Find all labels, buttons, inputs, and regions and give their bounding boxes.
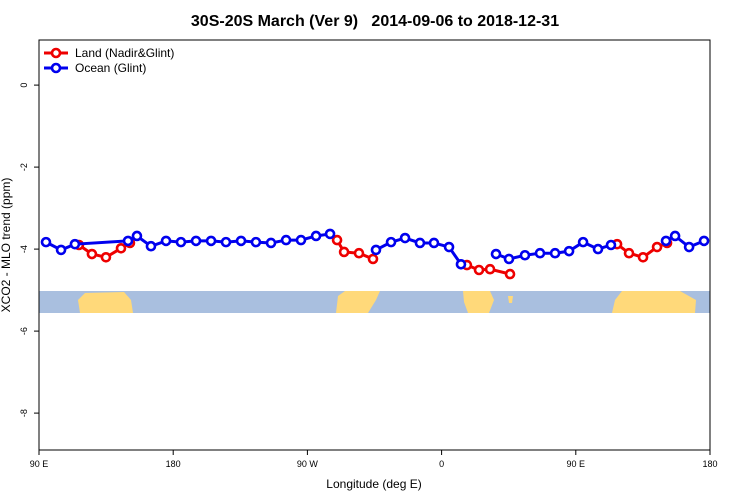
data-point (455, 258, 467, 270)
data-point (69, 238, 81, 250)
data-point (160, 235, 172, 247)
data-point (698, 235, 710, 247)
data-point (145, 240, 157, 252)
chart-title: 30S-20S March (Ver 9) 2014-09-06 to 2018… (191, 13, 559, 30)
land-shape (612, 291, 696, 313)
data-point (295, 234, 307, 246)
data-point (331, 234, 343, 246)
data-point (205, 235, 217, 247)
data-point (669, 230, 681, 242)
land-shape (78, 292, 133, 313)
data-point (563, 245, 575, 257)
data-point (519, 249, 531, 261)
data-point (280, 234, 292, 246)
data-point (265, 237, 277, 249)
data-point (324, 228, 336, 240)
land-shape (463, 291, 494, 313)
y-tick-label: -4 (19, 245, 29, 253)
x-tick-label: 90 W (297, 459, 319, 469)
data-point (353, 247, 365, 259)
data-point (534, 247, 546, 259)
data-point (660, 235, 672, 247)
x-tick-label: 0 (439, 459, 444, 469)
data-point (549, 247, 561, 259)
data-point (484, 263, 496, 275)
data-point (122, 235, 134, 247)
data-point (310, 230, 322, 242)
y-axis-label: XCO2 - MLO trend (ppm) (0, 178, 13, 313)
legend-marker (50, 62, 62, 74)
data-point (651, 241, 663, 253)
data-point (190, 235, 202, 247)
data-point (86, 248, 98, 260)
data-point (115, 242, 127, 254)
data-point (623, 247, 635, 259)
legend-label: Ocean (Glint) (75, 61, 146, 75)
data-point (220, 236, 232, 248)
data-point (592, 243, 604, 255)
x-tick-label: 90 E (567, 459, 586, 469)
legend-marker (50, 47, 62, 59)
data-point (131, 230, 143, 242)
data-point (473, 264, 485, 276)
data-point (577, 236, 589, 248)
legend-label: Land (Nadir&Glint) (75, 46, 174, 60)
data-point (605, 239, 617, 251)
data-point (100, 251, 112, 263)
x-tick-label: 90 E (30, 459, 49, 469)
x-axis-label: Longitude (deg E) (326, 477, 421, 491)
plot-frame (38, 39, 711, 451)
land-shape (508, 296, 513, 303)
data-point (504, 268, 516, 280)
y-tick-label: -2 (19, 163, 29, 171)
data-point (370, 244, 382, 256)
data-point (40, 236, 52, 248)
data-point (443, 241, 455, 253)
data-point (367, 253, 379, 265)
data-point (235, 235, 247, 247)
data-point (503, 253, 515, 265)
data-point (55, 244, 67, 256)
data-point (490, 248, 502, 260)
map-strip (39, 291, 710, 313)
data-point (428, 237, 440, 249)
y-tick-label: -8 (19, 409, 29, 417)
x-tick-label: 180 (702, 459, 717, 469)
data-point (637, 251, 649, 263)
data-point (414, 237, 426, 249)
y-tick-label: -6 (19, 327, 29, 335)
data-point (385, 236, 397, 248)
data-point (250, 236, 262, 248)
y-tick-label: 0 (19, 83, 29, 88)
data-point (683, 241, 695, 253)
data-point (399, 232, 411, 244)
data-point (338, 246, 350, 258)
x-tick-label: 180 (166, 459, 181, 469)
data-point (175, 236, 187, 248)
land-shape (336, 291, 380, 313)
